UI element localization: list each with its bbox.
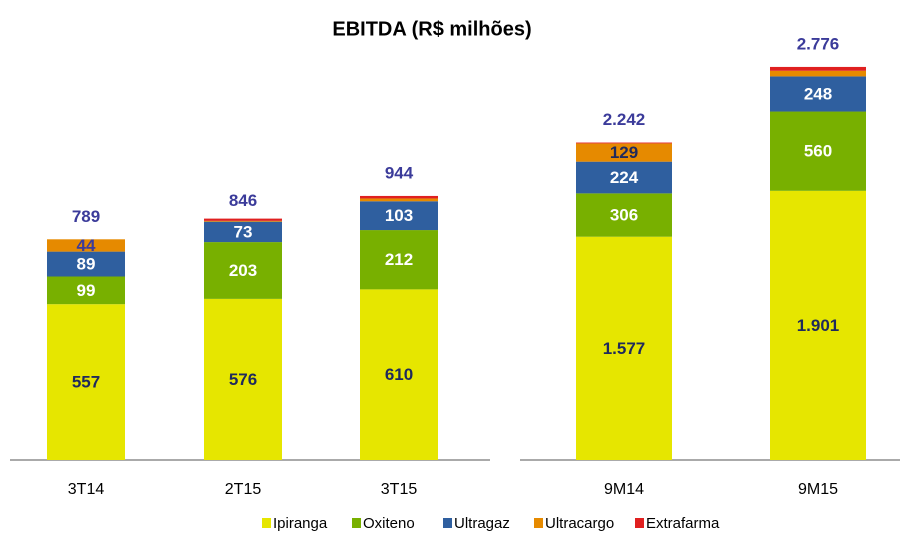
legend-swatch (635, 518, 644, 528)
data-label: 224 (610, 168, 639, 187)
total-label: 944 (385, 163, 414, 182)
bar-segment (576, 161, 672, 194)
bar-segment (576, 142, 672, 144)
legend-swatch (352, 518, 361, 528)
bar-segment (360, 230, 438, 290)
data-label: 306 (610, 206, 638, 225)
bar-segment (47, 239, 125, 252)
x-tick-label: 9M15 (798, 481, 838, 498)
data-label: 44 (77, 236, 96, 255)
data-label: 248 (804, 84, 832, 103)
bar-segment (204, 221, 282, 243)
data-label: 560 (804, 142, 832, 161)
bar-segment (770, 111, 866, 191)
legend-swatch (534, 518, 543, 528)
data-label: 129 (610, 143, 638, 162)
bar-segment (770, 70, 866, 77)
bar-segment (576, 143, 672, 162)
bar-segment (47, 276, 125, 305)
bar-segment (576, 236, 672, 460)
bar-segment (360, 289, 438, 460)
bar-segment (360, 195, 438, 199)
data-label: 99 (77, 281, 96, 300)
total-label: 789 (72, 207, 100, 226)
bar-segment (204, 298, 282, 460)
x-tick-label: 3T15 (381, 481, 418, 498)
bar-segment (770, 66, 866, 71)
data-label: 89 (77, 255, 96, 274)
bar-segment (360, 201, 438, 231)
data-label: 557 (72, 373, 100, 392)
legend-label: Ipiranga (273, 515, 328, 532)
total-label: 846 (229, 191, 257, 210)
data-label: 1.901 (797, 316, 840, 335)
data-label: 203 (229, 261, 257, 280)
bar-segment (204, 218, 282, 221)
legend-label: Extrafarma (646, 515, 720, 532)
data-label: 103 (385, 206, 413, 225)
total-label: 2.776 (797, 34, 840, 53)
bar-segment (47, 251, 125, 277)
bar-segment (576, 193, 672, 237)
bar-segment (770, 76, 866, 112)
legend-swatch (262, 518, 271, 528)
x-tick-label: 3T14 (68, 481, 105, 498)
bar-segment (47, 304, 125, 460)
legend-swatch (443, 518, 452, 528)
x-tick-label: 2T15 (225, 481, 262, 498)
data-label: 73 (234, 222, 253, 241)
total-label: 2.242 (603, 110, 646, 129)
legend-label: Ultracargo (545, 515, 614, 532)
legend-label: Ultragaz (454, 515, 510, 532)
data-label: 576 (229, 370, 257, 389)
bar-segment (770, 190, 866, 461)
legend-label: Oxiteno (363, 515, 415, 532)
chart-title: EBITDA (R$ milhões) (332, 18, 531, 40)
bar-segment (204, 220, 282, 222)
bar-segment (204, 242, 282, 299)
data-label: 610 (385, 365, 413, 384)
data-label: 1.577 (603, 339, 646, 358)
bar-segment (360, 198, 438, 202)
data-label: 212 (385, 250, 413, 269)
x-tick-label: 9M14 (604, 481, 644, 498)
